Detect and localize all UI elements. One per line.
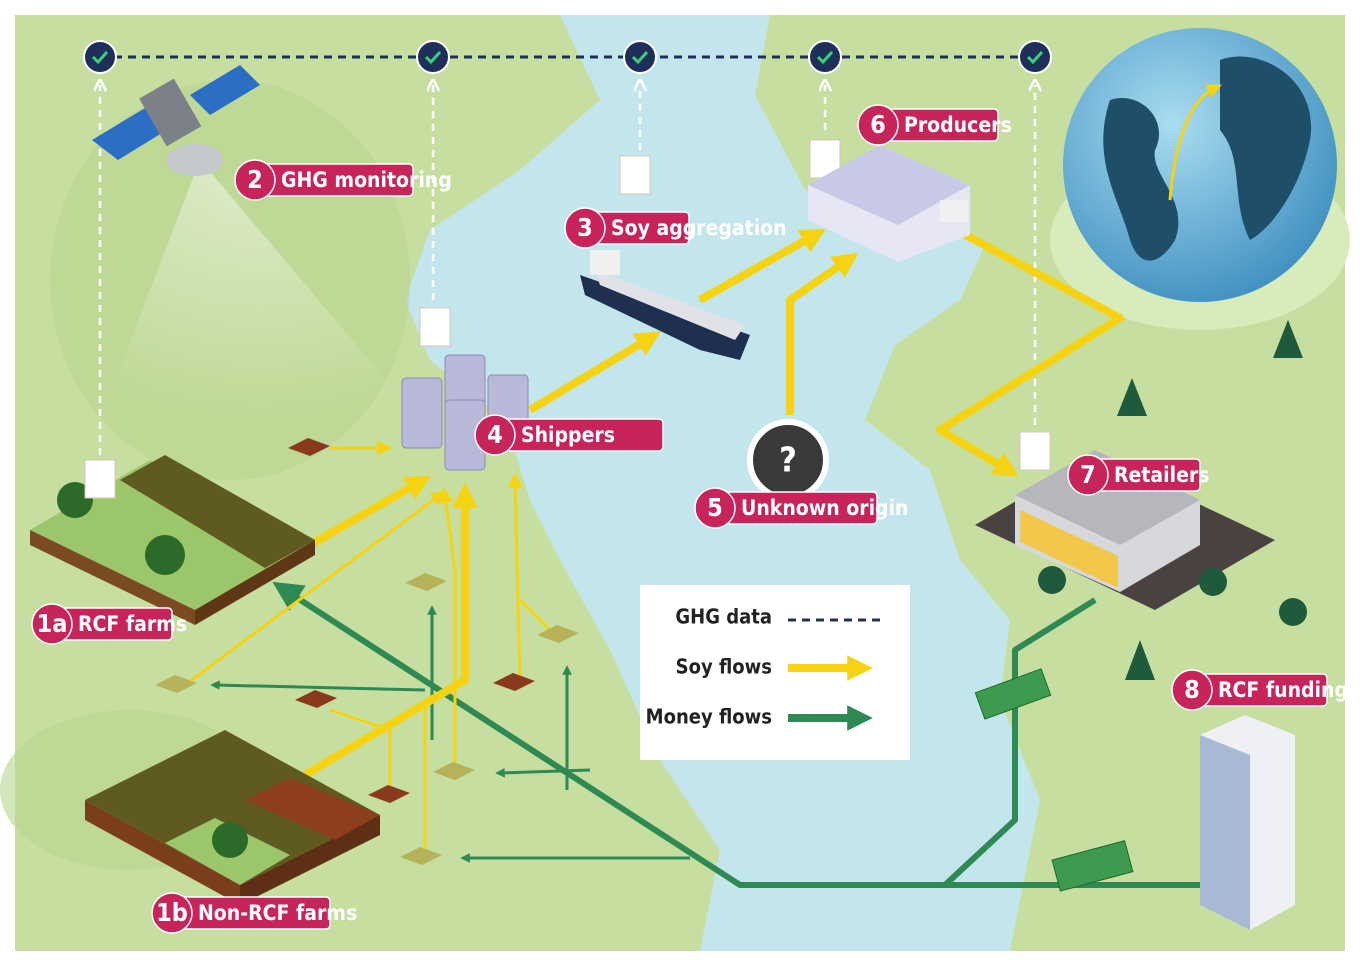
legend-label: GHG data bbox=[675, 605, 772, 629]
unknown-symbol: ? bbox=[779, 441, 797, 481]
node-label: Non-RCF farms bbox=[198, 901, 357, 925]
node-label: Unknown origin bbox=[741, 496, 909, 520]
label-badge bbox=[857, 104, 899, 146]
satellite bbox=[92, 65, 260, 176]
check-mark bbox=[424, 50, 442, 65]
check-node bbox=[416, 40, 450, 74]
label-badge bbox=[151, 892, 193, 934]
legend-label: Money flows bbox=[646, 705, 772, 729]
ship bbox=[580, 250, 750, 360]
soy-flow bbox=[184, 490, 447, 687]
trees bbox=[1038, 320, 1307, 680]
soy-flow bbox=[518, 598, 552, 632]
tower bbox=[1200, 715, 1295, 930]
node-number: 1b bbox=[156, 898, 188, 927]
money-flow bbox=[210, 680, 426, 692]
soy-flow bbox=[527, 331, 661, 414]
check-mark bbox=[91, 50, 109, 65]
label-badge bbox=[31, 603, 73, 645]
node-number: 5 bbox=[707, 493, 723, 522]
check-mark bbox=[816, 50, 834, 65]
soy-flow bbox=[308, 475, 432, 549]
globe bbox=[1063, 28, 1337, 302]
money-flow bbox=[942, 597, 1097, 888]
label-badge bbox=[1171, 669, 1213, 711]
node-label: RCF funding bbox=[1218, 678, 1348, 702]
node-number: 2 bbox=[247, 165, 263, 194]
label-badge bbox=[234, 159, 276, 201]
node-number: 7 bbox=[1080, 460, 1096, 489]
soy-flow bbox=[438, 487, 457, 765]
node-label: RCF farms bbox=[78, 612, 187, 636]
check-node bbox=[808, 40, 842, 74]
farm-1b bbox=[85, 730, 380, 905]
label-badge bbox=[1067, 454, 1109, 496]
node-label: Retailers bbox=[1114, 463, 1209, 487]
node-number: 3 bbox=[577, 213, 593, 242]
soy-flow bbox=[302, 482, 478, 779]
label-badge bbox=[474, 414, 516, 456]
node-number: 6 bbox=[870, 110, 886, 139]
node-number: 1a bbox=[37, 609, 68, 638]
node-number: 8 bbox=[1184, 675, 1200, 704]
soy-flow bbox=[329, 708, 392, 790]
money-flow bbox=[495, 768, 591, 778]
soy-flow bbox=[698, 228, 827, 304]
money bbox=[974, 668, 1134, 892]
documents bbox=[84, 139, 1051, 499]
plots bbox=[155, 438, 579, 865]
node-label: Shippers bbox=[521, 423, 615, 447]
legend-label: Soy flows bbox=[676, 655, 772, 679]
node-label: Producers bbox=[904, 113, 1012, 137]
check-node bbox=[1018, 40, 1052, 74]
node-number: 4 bbox=[487, 420, 503, 449]
check-mark bbox=[1026, 50, 1044, 65]
signal bbox=[100, 160, 420, 420]
node-label: GHG monitoring bbox=[281, 168, 452, 192]
check-mark bbox=[631, 50, 649, 65]
factory bbox=[808, 145, 970, 262]
soy-flow bbox=[786, 252, 859, 415]
money-flow bbox=[272, 581, 1200, 888]
label-badge bbox=[694, 487, 736, 529]
soy-flow bbox=[936, 228, 1124, 477]
check-node bbox=[83, 40, 117, 74]
node-label: Soy aggregation bbox=[611, 216, 787, 240]
label-badge bbox=[564, 207, 606, 249]
soy-flow bbox=[507, 472, 523, 681]
check-node bbox=[623, 40, 657, 74]
